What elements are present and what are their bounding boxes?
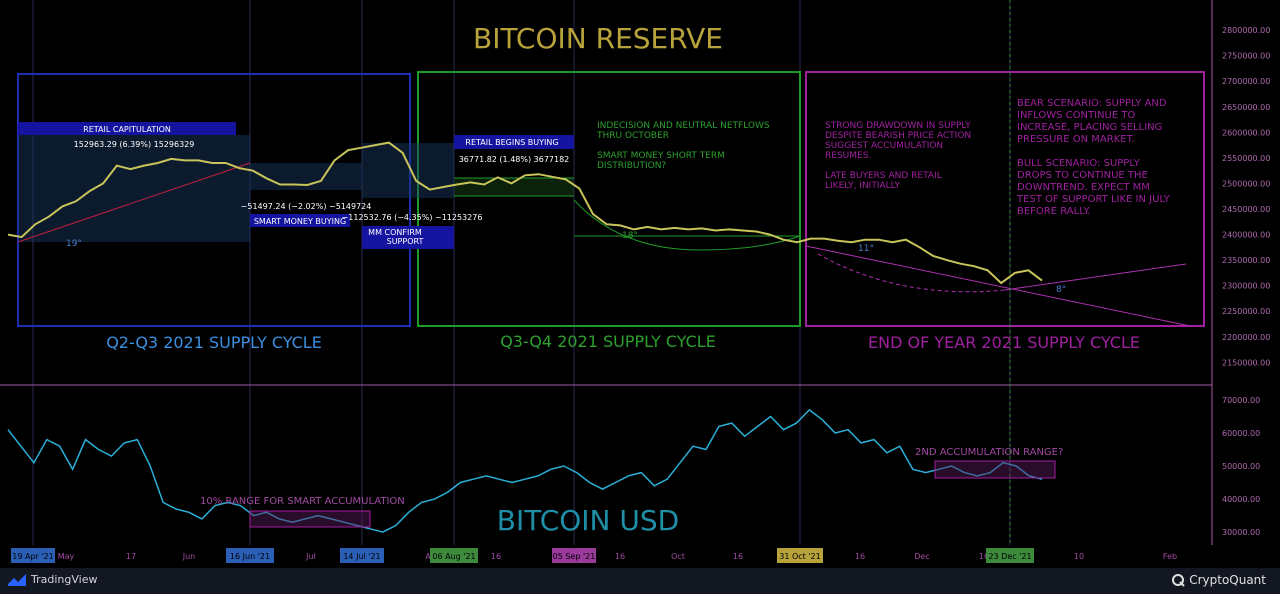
y-tick-reserve: 2300000.00: [1222, 282, 1270, 291]
smart-money-label-bg: [250, 214, 350, 227]
y-tick-usd: 30000.00: [1222, 528, 1260, 537]
y-tick-reserve: 2600000.00: [1222, 128, 1270, 137]
cycle-label-q3q4: Q3-Q4 2021 SUPPLY CYCLE: [500, 332, 716, 351]
uptrend-line: [17, 162, 251, 243]
angle-18: 18°: [622, 231, 638, 241]
mm-confirm-value: −112532.76 (−4.35%) −11253276: [342, 213, 483, 222]
x-tick: Feb: [1163, 552, 1177, 561]
x-tick-highlight-bg: [430, 548, 478, 563]
x-tick-highlight-bg: [552, 548, 596, 563]
retail-capitulation-label-bg: [18, 122, 236, 135]
angle-8: 8°: [1056, 285, 1066, 295]
dashed-arc: [817, 253, 1006, 293]
angle-11: 11°: [858, 244, 874, 254]
downtrend-line: [805, 245, 1191, 327]
y-axis-reserve: 2800000.00 2750000.00 2700000.00 2650000.00…: [1222, 26, 1270, 367]
x-tick-highlight-bg: [340, 548, 384, 563]
y-tick-reserve: 2250000.00: [1222, 307, 1270, 316]
y-tick-reserve: 2400000.00: [1222, 231, 1270, 240]
y-tick-reserve: 2650000.00: [1222, 103, 1270, 112]
chart-canvas: RETAIL CAPITULATION 152963.29 (6.39%) 15…: [0, 0, 1271, 563]
x-tick-highlight-bg: [986, 548, 1034, 563]
y-tick-reserve: 2800000.00: [1222, 26, 1270, 35]
reserve-series-line: [7, 141, 1043, 285]
tradingview-logo[interactable]: TradingView: [8, 573, 97, 586]
x-tick: 16: [615, 552, 625, 561]
x-tick-highlight-bg: [226, 548, 274, 563]
x-tick: May: [58, 552, 75, 561]
angle-19: 19°: [66, 239, 82, 249]
y-tick-reserve: 2350000.00: [1222, 256, 1270, 265]
x-tick-highlight: 23 Dec '21: [988, 552, 1031, 561]
mm-confirm-label-bg: [362, 226, 454, 249]
footer-bar: TradingView CryptoQuant: [0, 568, 1280, 594]
y-tick-reserve: 2500000.00: [1222, 179, 1270, 188]
accumulation-range-1: [249, 510, 371, 528]
magenta-note-1: STRONG DRAWDOWN IN SUPPLY DESPITE BEARIS…: [825, 121, 974, 191]
cycle-box-q3q4: [417, 71, 801, 327]
y-tick-reserve: 2550000.00: [1222, 154, 1270, 163]
retail-capitulation-label: RETAIL CAPITULATION: [83, 125, 171, 134]
retail-buying-zone: [454, 178, 574, 196]
x-tick-highlight-bg: [777, 548, 823, 563]
usd-series-line: [7, 408, 1043, 533]
x-tick: Jun: [182, 552, 196, 561]
cycle-label-eoy: END OF YEAR 2021 SUPPLY CYCLE: [868, 333, 1140, 352]
y-tick-reserve: 2750000.00: [1222, 52, 1270, 61]
x-tick: 16: [733, 552, 743, 561]
y-tick-usd: 50000.00: [1222, 462, 1260, 471]
y-tick-reserve: 2200000.00: [1222, 333, 1270, 342]
y-tick-usd: 40000.00: [1222, 495, 1260, 504]
usd-title: BITCOIN USD: [497, 504, 679, 537]
y-axis-usd: 70000.00 60000.00 50000.00 40000.00 30000.00: [1222, 396, 1260, 537]
second-range-label: 2ND ACCUMULATION RANGE?: [915, 447, 1063, 458]
smart-money-value: −51497.24 (−2.02%) −5149724: [241, 202, 372, 211]
x-tick: 10: [1074, 552, 1084, 561]
accumulation-range-2: [934, 460, 1056, 479]
x-tick: 16: [491, 552, 501, 561]
retail-begins-label-bg: [454, 135, 574, 149]
uptrend-line-eoy: [1004, 263, 1187, 291]
retail-begins-label: RETAIL BEGINS BUYING: [465, 138, 558, 147]
tradingview-icon: [8, 573, 26, 586]
smart-money-label: SMART MONEY BUYING: [254, 217, 346, 226]
magenta-note-2: BEAR SCENARIO: SUPPLY AND INFLOWS CONTIN…: [1016, 98, 1173, 217]
cryptoquant-logo[interactable]: CryptoQuant: [1171, 573, 1266, 587]
y-tick-usd: 70000.00: [1222, 396, 1260, 405]
green-arc: [573, 199, 801, 251]
x-tick: Dec: [914, 552, 929, 561]
green-note: INDECISION AND NEUTRAL NETFLOWS THRU OCT…: [596, 121, 772, 171]
x-tick-highlight: 06 Aug '21: [432, 552, 475, 561]
y-tick-reserve: 2700000.00: [1222, 77, 1270, 86]
x-tick: Jul: [305, 552, 316, 561]
mm-confirm-zone: [362, 143, 454, 198]
x-tick-highlight: 31 Oct '21: [779, 552, 820, 561]
cycle-label-q2q3: Q2-Q3 2021 SUPPLY CYCLE: [106, 333, 322, 352]
x-tick: Oct: [671, 552, 685, 561]
y-tick-reserve: 2450000.00: [1222, 205, 1270, 214]
x-tick-highlight-bg: [11, 548, 55, 563]
retail-capitulation-value: 152963.29 (6.39%) 15296329: [74, 140, 195, 149]
cycle-box-q2q3: [17, 73, 411, 327]
x-axis: May17JunJulAug1616Oct16Nov16Dec1610Feb19…: [11, 548, 1177, 563]
x-tick-highlight: 16 Jun '21: [230, 552, 270, 561]
y-tick-reserve: 2150000.00: [1222, 358, 1270, 367]
cryptoquant-label: CryptoQuant: [1189, 573, 1266, 587]
x-tick-highlight: 05 Sep '21: [553, 552, 596, 561]
range-10-label: 10% RANGE FOR SMART ACCUMULATION: [200, 496, 405, 507]
x-tick-highlight: 14 Jul '21: [343, 552, 380, 561]
cycle-box-eoy: [805, 71, 1205, 327]
retail-capitulation-zone: [18, 135, 250, 242]
x-tick: 16: [979, 552, 989, 561]
tradingview-label: TradingView: [31, 573, 98, 586]
x-tick: 17: [126, 552, 136, 561]
x-tick-highlight: 19 Apr '21: [12, 552, 53, 561]
mm-confirm-label: MM CONFIRM SUPPORT: [368, 228, 423, 246]
retail-begins-value: 36771.82 (1.48%) 3677182: [459, 155, 570, 164]
cryptoquant-icon: [1172, 574, 1185, 587]
y-tick-usd: 60000.00: [1222, 429, 1260, 438]
chart-title: BITCOIN RESERVE: [473, 22, 723, 55]
x-tick: 16: [855, 552, 865, 561]
